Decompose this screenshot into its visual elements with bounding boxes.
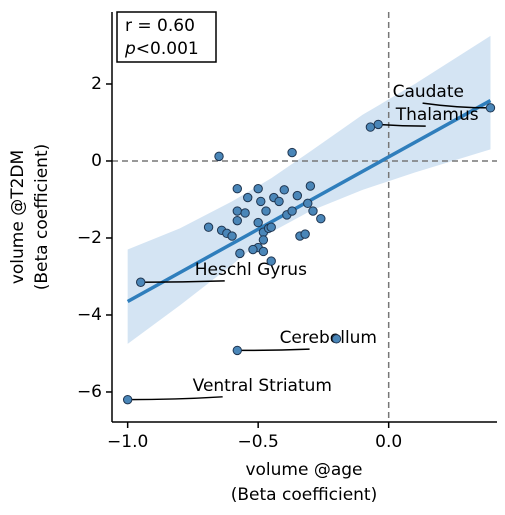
data-point bbox=[214, 151, 224, 162]
data-point bbox=[227, 231, 237, 241]
data-point bbox=[232, 345, 242, 356]
y-tick-label: 2 bbox=[91, 74, 102, 94]
p-value: <0.001 bbox=[136, 39, 199, 59]
data-point bbox=[243, 192, 253, 203]
annotation-label: Thalamus bbox=[395, 105, 479, 125]
data-point bbox=[122, 394, 133, 405]
data-point bbox=[305, 181, 316, 191]
annotation-label: Cerebellum bbox=[280, 328, 377, 348]
data-point bbox=[235, 248, 245, 259]
stats-r: r = 0.60 bbox=[125, 16, 195, 36]
stats-p: p<0.001 bbox=[124, 39, 199, 59]
annotation-connector bbox=[127, 396, 223, 401]
data-point bbox=[203, 222, 214, 232]
data-point bbox=[232, 215, 242, 226]
data-point bbox=[258, 235, 269, 245]
data-point bbox=[261, 206, 271, 216]
annotation-label: Caudate bbox=[393, 82, 464, 102]
data-point bbox=[287, 206, 297, 216]
y-axis-label: volume @T2DM bbox=[8, 150, 28, 284]
data-point bbox=[258, 246, 269, 257]
y-axis-label: (Beta coefficient) bbox=[32, 144, 52, 290]
y-tick-label: −6 bbox=[77, 382, 102, 402]
x-tick-label: 0.0 bbox=[375, 432, 402, 452]
data-point bbox=[331, 334, 342, 344]
x-tick-label: −0.5 bbox=[238, 432, 279, 452]
data-point bbox=[232, 206, 242, 216]
data-point bbox=[274, 196, 284, 207]
data-point bbox=[303, 198, 313, 209]
annotation-label: Heschl Gyrus bbox=[195, 260, 307, 280]
y-tick-label: −2 bbox=[77, 228, 102, 248]
annotation-connector bbox=[140, 280, 225, 284]
data-point bbox=[287, 147, 297, 158]
data-point bbox=[232, 184, 242, 194]
data-point bbox=[253, 184, 263, 194]
annotation-connector bbox=[422, 102, 491, 109]
data-point bbox=[266, 256, 276, 266]
data-point bbox=[240, 208, 250, 218]
data-point bbox=[248, 244, 258, 255]
y-tick-label: −4 bbox=[77, 305, 102, 325]
data-point bbox=[300, 229, 310, 239]
data-point bbox=[373, 119, 383, 130]
p-symbol: p bbox=[124, 39, 136, 59]
annotation-connector bbox=[237, 348, 310, 352]
data-point bbox=[308, 206, 318, 216]
data-point bbox=[316, 214, 326, 224]
x-axis-label: (Beta coefficient) bbox=[231, 485, 377, 505]
x-axis-label: volume @age bbox=[245, 460, 362, 480]
data-point bbox=[256, 196, 266, 207]
data-point bbox=[485, 103, 496, 113]
data-point bbox=[279, 185, 289, 195]
stats-box bbox=[116, 11, 217, 63]
data-point bbox=[136, 277, 146, 287]
data-point bbox=[365, 122, 376, 132]
x-tick-label: −1.0 bbox=[107, 432, 148, 452]
y-tick-label: 0 bbox=[91, 151, 102, 171]
data-point bbox=[253, 217, 263, 228]
annotation-label: Ventral Striatum bbox=[193, 376, 332, 396]
data-point bbox=[292, 190, 303, 201]
data-point bbox=[266, 222, 276, 232]
